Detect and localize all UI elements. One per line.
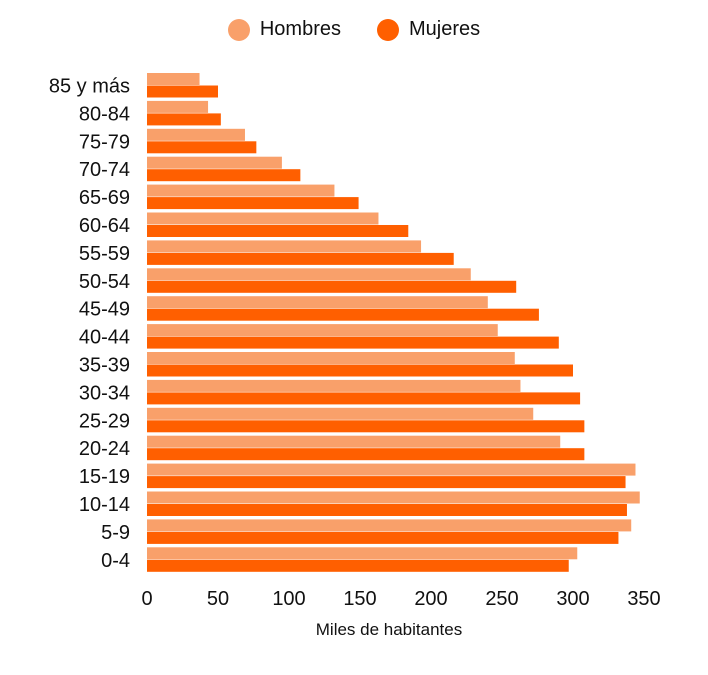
category-label: 45-49	[79, 299, 130, 321]
bar-women-0	[147, 85, 218, 98]
category-label: 20-24	[79, 438, 130, 460]
bar-men-10	[147, 352, 515, 364]
bar-men-3	[147, 156, 282, 169]
bar-men-6	[147, 240, 422, 253]
x-tick-label: 150	[343, 588, 376, 610]
bar-women-1	[147, 113, 221, 126]
category-label: 65-69	[79, 187, 130, 209]
bar-women-11	[147, 392, 581, 405]
x-tick-label: 200	[414, 588, 447, 610]
bar-men-11	[147, 379, 521, 392]
category-label: 60-64	[79, 215, 130, 237]
bar-men-5	[147, 212, 379, 225]
bar-women-2	[147, 141, 257, 154]
bars-group	[147, 73, 640, 572]
category-label: 55-59	[79, 243, 130, 265]
bar-men-7	[147, 268, 471, 281]
category-label: 10-14	[79, 494, 130, 516]
x-axis-title: Miles de habitantes	[316, 620, 462, 639]
legend-label-men: Hombres	[259, 18, 341, 40]
legend-label-women: Mujeres	[409, 18, 481, 40]
x-tick-label: 0	[141, 588, 152, 610]
bar-women-3	[147, 169, 301, 182]
bar-men-14	[147, 463, 636, 476]
bar-women-14	[147, 476, 626, 489]
bar-men-15	[147, 491, 640, 504]
category-labels: 85 y más 80-84 75-79 70-74 65-69 60-64 55-59 50…	[49, 76, 130, 572]
x-tick-label: 100	[272, 588, 305, 610]
bar-men-2	[147, 128, 245, 141]
bar-women-12	[147, 420, 585, 433]
x-tick-label: 250	[485, 588, 518, 610]
bar-women-17	[147, 559, 569, 572]
bar-men-1	[147, 100, 209, 113]
legend-item-men: Hombres	[227, 18, 341, 41]
category-label: 75-79	[79, 131, 130, 153]
category-label: 35-39	[79, 355, 130, 377]
bar-men-0	[147, 73, 200, 85]
x-axis-ticks: 0 50 100 150 200 250 300 350	[141, 588, 660, 610]
bar-men-9	[147, 324, 498, 337]
bar-men-13	[147, 435, 561, 448]
category-label: 30-34	[79, 382, 130, 404]
x-tick-label: 50	[207, 588, 229, 610]
category-label: 25-29	[79, 410, 130, 432]
legend-swatch-men	[227, 18, 250, 41]
legend-item-women: Mujeres	[377, 18, 480, 41]
bar-women-4	[147, 197, 359, 210]
category-label: 0-4	[101, 550, 130, 572]
category-label: 80-84	[79, 103, 130, 125]
category-label: 70-74	[79, 159, 130, 181]
bar-men-17	[147, 547, 578, 560]
category-label: 85 y más	[49, 76, 130, 98]
bar-men-16	[147, 519, 632, 532]
category-label: 15-19	[79, 466, 130, 488]
bar-women-16	[147, 531, 619, 544]
category-label: 50-54	[79, 271, 130, 293]
bar-women-5	[147, 225, 409, 237]
legend: Hombres Mujeres	[0, 18, 708, 41]
bar-women-10	[147, 364, 573, 377]
bar-men-8	[147, 296, 488, 309]
category-label: 40-44	[79, 327, 130, 349]
bar-women-7	[147, 280, 517, 293]
category-label: 5-9	[101, 522, 130, 544]
x-tick-label: 350	[627, 588, 660, 610]
bar-men-4	[147, 184, 335, 197]
legend-swatch-women	[377, 18, 399, 41]
bar-women-13	[147, 448, 585, 461]
bar-women-15	[147, 504, 627, 516]
x-tick-label: 300	[556, 588, 589, 610]
bar-men-12	[147, 407, 534, 420]
bar-women-9	[147, 336, 559, 349]
bar-women-8	[147, 308, 539, 321]
bar-women-6	[147, 252, 454, 265]
